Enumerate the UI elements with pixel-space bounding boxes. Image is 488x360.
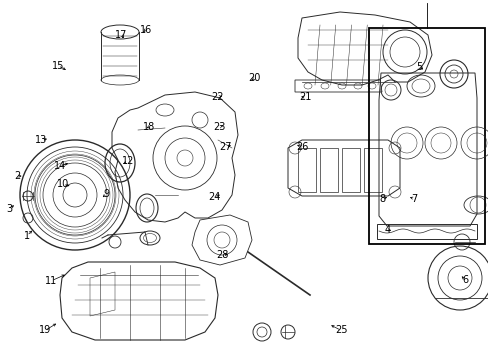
Text: 19: 19 bbox=[39, 325, 51, 336]
Text: 13: 13 bbox=[35, 135, 48, 145]
Text: 23: 23 bbox=[212, 122, 225, 132]
Text: 25: 25 bbox=[334, 325, 347, 336]
Text: 6: 6 bbox=[462, 275, 468, 285]
Text: 26: 26 bbox=[295, 142, 308, 152]
Bar bbox=[368, 28, 484, 244]
Text: 1: 1 bbox=[24, 231, 30, 241]
Text: 5: 5 bbox=[416, 62, 422, 72]
Text: 12: 12 bbox=[122, 156, 134, 166]
Text: 18: 18 bbox=[142, 122, 155, 132]
Text: 27: 27 bbox=[219, 142, 232, 152]
Text: 8: 8 bbox=[379, 194, 385, 204]
Text: 17: 17 bbox=[115, 30, 127, 40]
Text: 10: 10 bbox=[56, 179, 69, 189]
Text: 22: 22 bbox=[211, 92, 224, 102]
Text: 2: 2 bbox=[14, 171, 20, 181]
Text: 3: 3 bbox=[7, 204, 13, 214]
Text: 7: 7 bbox=[411, 194, 417, 204]
Text: 15: 15 bbox=[51, 60, 64, 71]
Text: 28: 28 bbox=[216, 250, 228, 260]
Bar bbox=[297, 148, 315, 192]
Text: 9: 9 bbox=[103, 189, 109, 199]
Bar bbox=[363, 148, 381, 192]
Bar bbox=[341, 148, 359, 192]
Text: 24: 24 bbox=[207, 192, 220, 202]
Text: 20: 20 bbox=[247, 73, 260, 84]
Bar bbox=[319, 148, 337, 192]
Text: 14: 14 bbox=[53, 161, 66, 171]
Text: 11: 11 bbox=[45, 276, 58, 286]
Text: 4: 4 bbox=[384, 225, 389, 235]
Text: 21: 21 bbox=[299, 92, 311, 102]
Text: 16: 16 bbox=[139, 24, 152, 35]
